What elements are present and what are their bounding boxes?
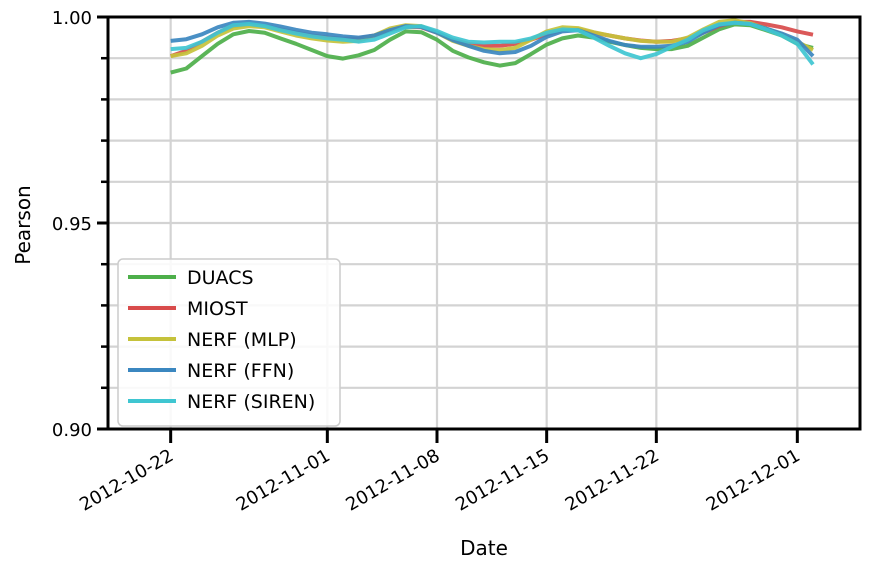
legend-label: MIOST xyxy=(187,298,248,320)
x-tick-label: 2012-11-01 xyxy=(233,445,334,515)
x-tick-label: 2012-11-22 xyxy=(562,445,663,515)
x-axis-title: Date xyxy=(460,536,508,560)
y-tick-label: 0.95 xyxy=(52,214,92,235)
legend-label: NERF (MLP) xyxy=(187,329,297,351)
legend-label: NERF (SIREN) xyxy=(187,391,315,413)
legend-box xyxy=(117,258,341,427)
series-lines xyxy=(170,18,815,75)
x-tick-label: 2012-11-15 xyxy=(452,445,553,515)
y-tick-label: 0.90 xyxy=(52,420,92,441)
legend-label: NERF (FFN) xyxy=(187,360,294,382)
y-tick-label: 1.00 xyxy=(52,8,92,29)
x-tick-label: 2012-10-22 xyxy=(76,445,177,515)
y-axis-title: Pearson xyxy=(11,185,35,264)
series-line-nerf-siren xyxy=(170,20,815,66)
legend-label: DUACS xyxy=(187,267,254,289)
x-tick-label: 2012-11-08 xyxy=(342,445,443,515)
x-axis: 2012-10-22 2012-11-01 2012-11-08 2012-11-15… xyxy=(76,429,804,516)
series-line-duacs xyxy=(170,22,814,75)
x-tick-label: 2012-12-01 xyxy=(703,445,804,515)
y-axis: 0.90 0.95 1.00 xyxy=(52,8,108,441)
series-line-nerf-ffn xyxy=(170,19,815,58)
legend: DUACS MIOST NERF (MLP) NERF (FFN) NERF (SIRE… xyxy=(117,258,341,427)
